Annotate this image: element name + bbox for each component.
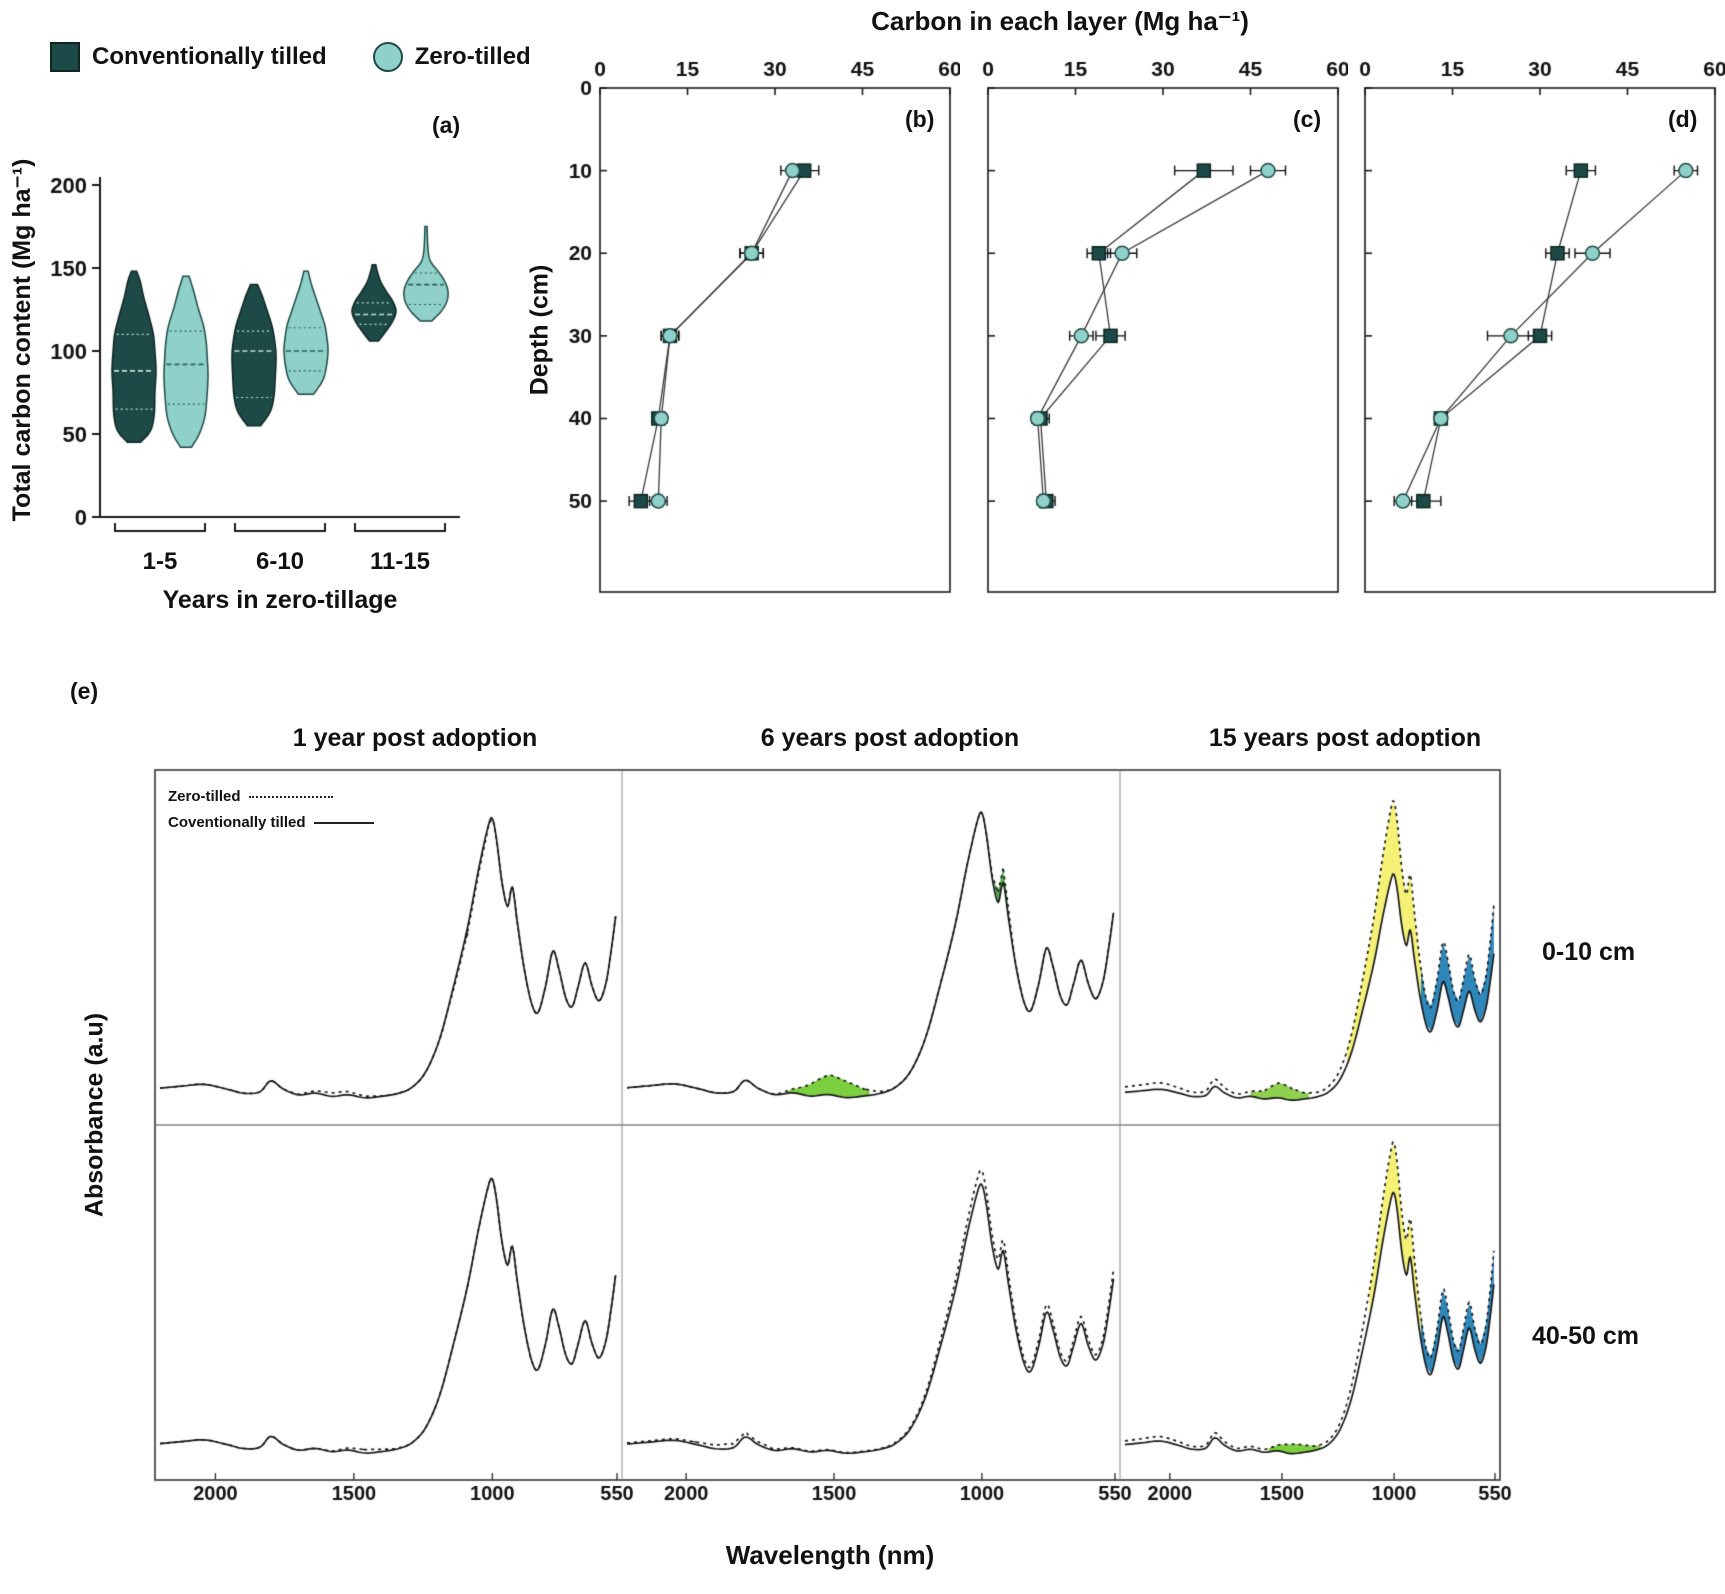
spectra-column-title-1yr: 1 year post adoption (292, 724, 538, 752)
group-label-11-15: 11-15 (369, 548, 431, 575)
spectra-legend-conventional-label: Coventionally tilled (168, 814, 306, 831)
spectra-grid-canvas (150, 760, 1515, 1505)
panel-d-letter: (d) (1668, 106, 1698, 132)
group-label-1-5: 1-5 (142, 548, 178, 575)
figure-legend: Conventionally tilled Zero-tilled (50, 42, 531, 72)
zero-tilled-label: Zero-tilled (414, 43, 531, 70)
depth-profile-c-canvas (948, 48, 1348, 608)
depth-row-label-40-50: 40-50 cm (1532, 1322, 1640, 1350)
solid-line-sample-icon (313, 822, 374, 824)
spectra-column-title-6yr: 6 years post adoption (760, 724, 1020, 752)
depth-profile-d-canvas (1325, 48, 1725, 608)
panel-e-letter: (e) (70, 678, 99, 704)
group-label-6-10: 6-10 (255, 548, 305, 575)
depth-panels-title: Carbon in each layer (Mg ha⁻¹) (871, 6, 1249, 36)
violin-plot-canvas (40, 95, 510, 635)
dotted-line-sample-icon (248, 796, 333, 798)
depth-profile-b-canvas (560, 48, 960, 608)
depth-y-axis-title: Depth (cm) (525, 264, 554, 396)
conventionally-tilled-swatch-icon (50, 42, 80, 72)
zero-tilled-swatch-icon (372, 42, 403, 72)
violin-x-axis-title: Years in zero-tillage (162, 586, 398, 614)
conventionally-tilled-label: Conventionally tilled (92, 43, 327, 70)
panel-c-letter: (c) (1293, 106, 1322, 132)
depth-row-label-0-10: 0-10 cm (1542, 938, 1636, 966)
spectra-legend-zero-tilled-label: Zero-tilled (168, 788, 241, 805)
spectra-x-axis-title: Wavelength (nm) (725, 1540, 935, 1570)
spectra-column-title-15yr: 15 years post adoption (1208, 724, 1482, 752)
violin-y-axis-title: Total carbon content (Mg ha⁻¹) (8, 158, 36, 522)
panel-b-letter: (b) (905, 106, 935, 132)
spectra-y-axis-title: Absorbance (a.u) (80, 1012, 109, 1218)
spectra-legend: Zero-tilled Coventionally tilled (168, 784, 374, 836)
